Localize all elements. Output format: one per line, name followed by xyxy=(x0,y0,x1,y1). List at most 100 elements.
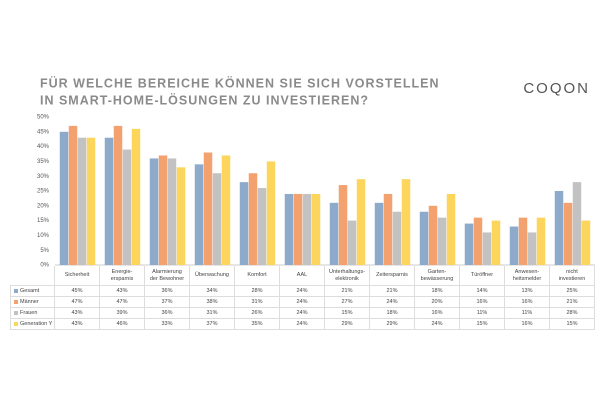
legend-label: Generation Y xyxy=(20,320,53,327)
bar xyxy=(239,182,249,265)
table-value: 20% xyxy=(415,297,460,308)
bar xyxy=(536,217,546,265)
table-corner xyxy=(10,266,55,286)
category-label: AAL xyxy=(280,266,325,286)
bar xyxy=(383,193,393,265)
table-value: 43% xyxy=(55,319,100,330)
table-value: 13% xyxy=(505,286,550,297)
bar xyxy=(554,191,564,265)
bar xyxy=(311,193,321,265)
bar xyxy=(122,149,132,265)
bar xyxy=(203,152,213,265)
table-value: 24% xyxy=(280,308,325,319)
table-value: 24% xyxy=(415,319,460,330)
table-value: 28% xyxy=(235,286,280,297)
y-tick-label: 35% xyxy=(37,159,50,165)
bar xyxy=(221,155,231,265)
bar xyxy=(302,193,312,265)
table-value: 25% xyxy=(550,286,595,297)
table-value: 35% xyxy=(235,319,280,330)
legend-swatch xyxy=(14,322,18,326)
bar xyxy=(158,155,168,265)
bar xyxy=(428,205,438,265)
table-value: 24% xyxy=(280,297,325,308)
logo: COQON xyxy=(523,80,590,97)
bar xyxy=(257,188,267,265)
legend-entry: Frauen xyxy=(10,308,55,319)
category-label: Energie- ersparnis xyxy=(100,266,145,286)
category-label: Überwachung xyxy=(190,266,235,286)
table-value: 36% xyxy=(145,308,190,319)
bar xyxy=(248,173,258,265)
bar xyxy=(482,232,492,265)
bar xyxy=(518,217,528,265)
y-tick-label: 0% xyxy=(40,263,49,269)
table-value: 31% xyxy=(235,297,280,308)
legend-label: Frauen xyxy=(20,309,38,316)
bar xyxy=(446,193,456,265)
bar xyxy=(509,226,519,265)
table-value: 47% xyxy=(55,297,100,308)
table-value: 24% xyxy=(370,297,415,308)
table-value: 11% xyxy=(505,308,550,319)
table-value: 14% xyxy=(460,286,505,297)
bar xyxy=(113,125,123,265)
table-value: 15% xyxy=(325,308,370,319)
table-value: 21% xyxy=(550,297,595,308)
category-label: Anwesen- heitsmelder xyxy=(505,266,550,286)
table-value: 28% xyxy=(550,308,595,319)
bar xyxy=(284,193,294,265)
table-value: 38% xyxy=(190,297,235,308)
bar xyxy=(473,217,483,265)
legend-entry: Männer xyxy=(10,297,55,308)
table-value: 21% xyxy=(325,286,370,297)
legend-label: Männer xyxy=(20,298,39,305)
bar xyxy=(86,137,96,265)
bar xyxy=(77,137,87,265)
legend-swatch xyxy=(14,311,18,315)
bar xyxy=(464,223,474,265)
table-value: 39% xyxy=(100,308,145,319)
bar xyxy=(419,211,429,265)
y-tick-label: 25% xyxy=(37,189,50,195)
y-tick-label: 50% xyxy=(37,115,50,121)
bar xyxy=(581,220,591,265)
bar xyxy=(194,164,204,265)
table-value: 18% xyxy=(370,308,415,319)
table-value: 16% xyxy=(505,319,550,330)
category-label: Alarmierung der Bewohner xyxy=(145,266,190,286)
table-value: 26% xyxy=(235,308,280,319)
category-label: nicht investieren xyxy=(550,266,595,286)
y-tick-label: 10% xyxy=(37,233,50,239)
chart-subtitle: IN SMART-HOME-LÖSUNGEN ZU INVESTIEREN? xyxy=(40,92,369,107)
chart-title: FÜR WELCHE BEREICHE KÖNNEN SIE SICH VORS… xyxy=(40,75,440,90)
bar xyxy=(329,202,339,265)
bar xyxy=(212,173,222,265)
bar xyxy=(527,232,537,265)
bar xyxy=(68,125,78,265)
bar xyxy=(293,193,303,265)
table-value: 36% xyxy=(145,286,190,297)
table-value: 29% xyxy=(325,319,370,330)
category-label: Türöffner xyxy=(460,266,505,286)
bar xyxy=(392,211,402,265)
category-label: Unterhaltungs- elektronik xyxy=(325,266,370,286)
bar xyxy=(491,220,501,265)
bar xyxy=(401,179,411,265)
category-label: Komfort xyxy=(235,266,280,286)
bar xyxy=(347,220,357,265)
bar xyxy=(266,161,276,265)
bar xyxy=(176,167,186,265)
y-tick-label: 45% xyxy=(37,129,50,135)
legend-swatch xyxy=(14,300,18,304)
legend-entry: Generation Y xyxy=(10,319,55,330)
bar xyxy=(356,179,366,265)
table-value: 37% xyxy=(190,319,235,330)
bar xyxy=(563,202,573,265)
table-value: 18% xyxy=(415,286,460,297)
table-value: 47% xyxy=(100,297,145,308)
table-value: 27% xyxy=(325,297,370,308)
bar xyxy=(338,185,348,265)
legend-swatch xyxy=(14,289,18,293)
